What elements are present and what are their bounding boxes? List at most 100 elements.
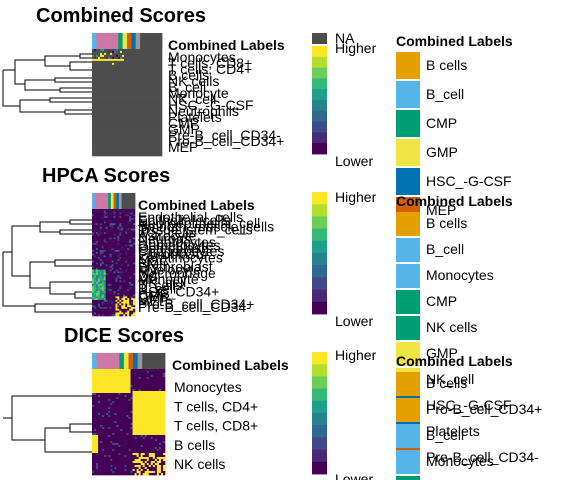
heatmap-cell <box>150 383 154 386</box>
heatmap-cell <box>160 118 163 121</box>
heatmap-cell <box>103 308 106 311</box>
heatmap-cell <box>128 401 131 404</box>
heatmap-cell <box>152 403 156 406</box>
heatmap-cell <box>109 273 112 276</box>
heatmap-cell <box>112 375 115 378</box>
annotation-cell <box>114 353 120 369</box>
heatmap-cell <box>152 423 156 426</box>
heatmap-cell <box>92 377 95 380</box>
heatmap-cell <box>134 94 137 97</box>
heatmap-cell <box>118 435 121 438</box>
heatmap-cell <box>156 375 160 378</box>
heatmap-cell <box>140 120 143 123</box>
heatmap-cell <box>129 212 132 215</box>
heatmap-cell <box>109 285 112 288</box>
heatmap-cell <box>98 70 101 74</box>
heatmap-cell <box>106 104 109 107</box>
heatmap-cell <box>120 383 123 386</box>
heatmap-cell <box>109 260 112 263</box>
heatmap-cell <box>138 439 141 442</box>
heatmap-cell <box>138 104 141 107</box>
heatmap-cell <box>117 269 120 272</box>
heatmap-cell <box>113 250 116 253</box>
hpca-scores-row-labels: Endothelial_cellsEpithelial_cellsNeuroep… <box>138 209 274 315</box>
heatmap-cell <box>95 225 99 228</box>
heatmap-cell <box>154 403 158 406</box>
heatmap-cell <box>138 140 141 143</box>
heatmap-cell <box>122 417 125 420</box>
combined-scores-high-label: Higher <box>335 40 377 56</box>
heatmap-cell <box>112 381 115 384</box>
heatmap-cell <box>115 257 118 260</box>
heatmap-cell <box>146 377 150 380</box>
heatmap-cell <box>156 70 159 74</box>
heatmap-cell <box>136 76 139 80</box>
heatmap-cell <box>144 385 148 388</box>
heatmap-cell <box>132 80 135 83</box>
heatmap-cell <box>128 415 131 418</box>
heatmap-cell <box>117 310 120 313</box>
heatmap-cell <box>142 375 146 378</box>
heatmap-cell <box>142 56 145 60</box>
heatmap-cell <box>162 433 166 436</box>
heatmap-cell <box>118 431 121 434</box>
heatmap-cell <box>96 70 99 74</box>
heatmap-cell <box>112 64 115 68</box>
heatmap-cell <box>101 269 105 272</box>
legend-swatch <box>396 110 420 137</box>
heatmap-cell <box>108 439 111 442</box>
heatmap-cell <box>95 253 99 256</box>
heatmap-cell <box>128 84 131 87</box>
heatmap-cell <box>162 407 166 410</box>
heatmap-cell <box>130 136 133 139</box>
heatmap-cell <box>113 242 116 245</box>
heatmap-cell <box>104 72 107 76</box>
heatmap-cell <box>142 405 146 408</box>
hpca-scores-title: HPCA Scores <box>42 165 170 187</box>
heatmap-cell <box>146 391 150 394</box>
heatmap-cell <box>130 433 133 436</box>
heatmap-cell <box>122 134 125 137</box>
heatmap-cell <box>102 110 105 113</box>
heatmap-cell <box>132 375 135 378</box>
heatmap-cell <box>150 106 153 109</box>
heatmap-cell <box>128 98 131 101</box>
heatmap-cell <box>160 102 163 105</box>
heatmap-cell <box>111 226 114 229</box>
heatmap-cell <box>104 118 107 121</box>
heatmap-cell <box>109 291 112 294</box>
heatmap-cell <box>102 70 105 74</box>
heatmap-cell <box>92 88 95 91</box>
heatmap-cell <box>156 56 159 60</box>
legend-swatch <box>396 316 420 340</box>
heatmap-cell <box>136 427 139 430</box>
heatmap-cell <box>122 92 125 95</box>
colorbar-segment <box>312 289 327 303</box>
heatmap-cell <box>126 417 129 420</box>
heatmap-cell <box>92 307 95 310</box>
heatmap-cell <box>114 385 117 388</box>
heatmap-cell <box>102 419 105 422</box>
heatmap-cell <box>148 371 152 374</box>
annotation-cell <box>96 33 102 49</box>
heatmap-cell <box>92 419 95 422</box>
heatmap-cell <box>129 296 132 299</box>
heatmap-cell <box>92 90 95 93</box>
heatmap-cell <box>108 124 111 127</box>
heatmap-cell <box>104 82 107 85</box>
heatmap-cell <box>101 230 105 233</box>
heatmap-cell <box>99 273 103 276</box>
heatmap-cell <box>148 126 151 129</box>
heatmap-cell <box>126 413 129 416</box>
heatmap-cell <box>100 108 103 111</box>
heatmap-cell <box>113 264 116 267</box>
heatmap-cell <box>117 267 120 270</box>
heatmap-cell <box>97 289 101 292</box>
heatmap-cell <box>128 387 131 390</box>
heatmap-cell <box>144 64 147 68</box>
heatmap-cell <box>158 88 161 91</box>
heatmap-cell <box>112 96 115 99</box>
heatmap-cell <box>129 232 132 235</box>
heatmap-cell <box>121 253 124 256</box>
heatmap-cell <box>110 106 113 109</box>
